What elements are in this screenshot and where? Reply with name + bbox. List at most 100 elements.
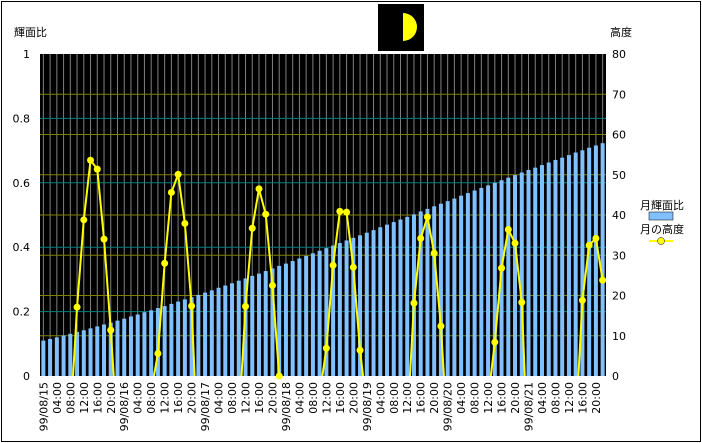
illumination-bar [243,278,248,376]
x-axis-tick-label: 16:00 [576,382,589,414]
altitude-marker [188,302,196,310]
altitude-marker [430,249,438,257]
x-axis-tick-label: 99/08/18 [280,382,293,431]
x-axis-tick-label: 08:00 [307,382,320,414]
illumination-bar [270,268,275,376]
left-axis-tick-label: 0.6 [13,177,31,190]
altitude-line-segment [332,211,341,266]
x-axis-tick-label: 04:00 [455,382,468,414]
illumination-bar [331,245,336,376]
altitude-marker [511,239,519,247]
altitude-marker [248,224,256,232]
left-axis-tick-label: 0.2 [13,306,31,319]
right-axis-tick-label: 60 [612,129,626,142]
altitude-line-segment [156,263,166,354]
x-axis-tick-label: 04:00 [132,382,145,414]
altitude-marker [343,208,351,216]
altitude-line-segment [433,253,442,327]
x-axis-tick-label: 20:00 [428,382,441,414]
illumination-bar [513,175,518,376]
illumination-bar [506,177,511,376]
x-axis-tick-label: 16:00 [253,382,266,414]
left-axis-tick-label: 0.8 [13,112,31,125]
altitude-line-segment [103,239,112,331]
illumination-bar [472,190,477,376]
altitude-marker [100,235,108,243]
illumination-bar [593,145,598,376]
illumination-bar [236,280,241,376]
altitude-marker [504,225,512,233]
altitude-marker [356,346,364,354]
illumination-bar [142,312,147,376]
illumination-bar [304,255,309,376]
altitude-marker [491,338,499,346]
x-axis-tick-label: 04:00 [213,382,226,414]
illumination-bar [95,326,100,376]
altitude-line-segment [264,214,274,286]
altitude-line-segment [408,303,415,377]
altitude-marker [329,261,337,269]
illumination-bar [580,150,585,376]
x-axis-tick-label: 20:00 [186,382,199,414]
x-axis-tick-label: 16:00 [91,382,104,414]
altitude-line-segment [500,229,510,269]
illumination-bar [75,331,80,376]
illumination-bar [519,172,524,376]
illumination-bar [88,328,93,376]
illumination-bar [539,165,544,376]
illumination-bar [573,152,578,376]
illumination-bar [283,263,288,376]
illumination-bar [128,316,133,376]
right-axis-tick-label: 40 [612,209,626,222]
altitude-line-segment [594,238,604,281]
x-axis-tick-label: 08:00 [145,382,158,414]
x-axis-tick-label: 99/08/15 [37,382,50,431]
illumination-bar [351,237,356,376]
x-axis-tick-label: 99/08/16 [118,382,131,431]
altitude-marker [585,241,593,249]
altitude-line-segment [72,307,79,377]
x-axis-tick-label: 12:00 [78,382,91,414]
left-axis-title: 輝面比 [14,26,47,39]
x-axis-tick-label: 04:00 [293,382,306,414]
illumination-bar [391,222,396,376]
illumination-bar [587,147,592,376]
altitude-marker [181,219,189,227]
altitude-marker [174,170,182,178]
illumination-bar [182,299,187,376]
altitude-line-segment [352,267,362,351]
altitude-marker [242,302,250,310]
illumination-bar [566,155,571,376]
x-axis-tick-label: 12:00 [240,382,253,414]
x-axis-tick-label: 16:00 [334,382,347,414]
illumination-bar [223,285,228,376]
altitude-line-segment [514,243,523,303]
x-axis-tick-label: 12:00 [401,382,414,414]
illumination-bar [203,292,208,376]
altitude-marker [268,281,276,289]
x-axis-ticks: 99/08/15 04:00 08:00 12:00 16:00 20:00 99/08/1… [37,382,603,431]
illumination-bar [256,273,261,376]
altitude-line-segment [251,188,260,229]
right-axis-tick-label: 0 [612,370,619,383]
altitude-line-segment [109,330,115,377]
illumination-bar [432,206,437,376]
altitude-line-segment [183,223,193,307]
x-axis-tick-label: 12:00 [563,382,576,414]
altitude-marker [167,188,175,196]
legend: 月輝面比 月の高度 [640,199,684,245]
altitude-marker [578,296,586,304]
illumination-bar [162,306,167,376]
illumination-bar [398,219,403,376]
illumination-bar [492,182,497,376]
bars [41,143,605,376]
illumination-bar [149,310,154,376]
altitude-marker [80,216,88,224]
left-axis-tick-label: 0.4 [13,241,31,254]
x-axis-tick-label: 20:00 [266,382,279,414]
x-axis-tick-label: 12:00 [159,382,172,414]
x-axis-tick-label: 08:00 [549,382,562,414]
altitude-marker [592,234,600,242]
